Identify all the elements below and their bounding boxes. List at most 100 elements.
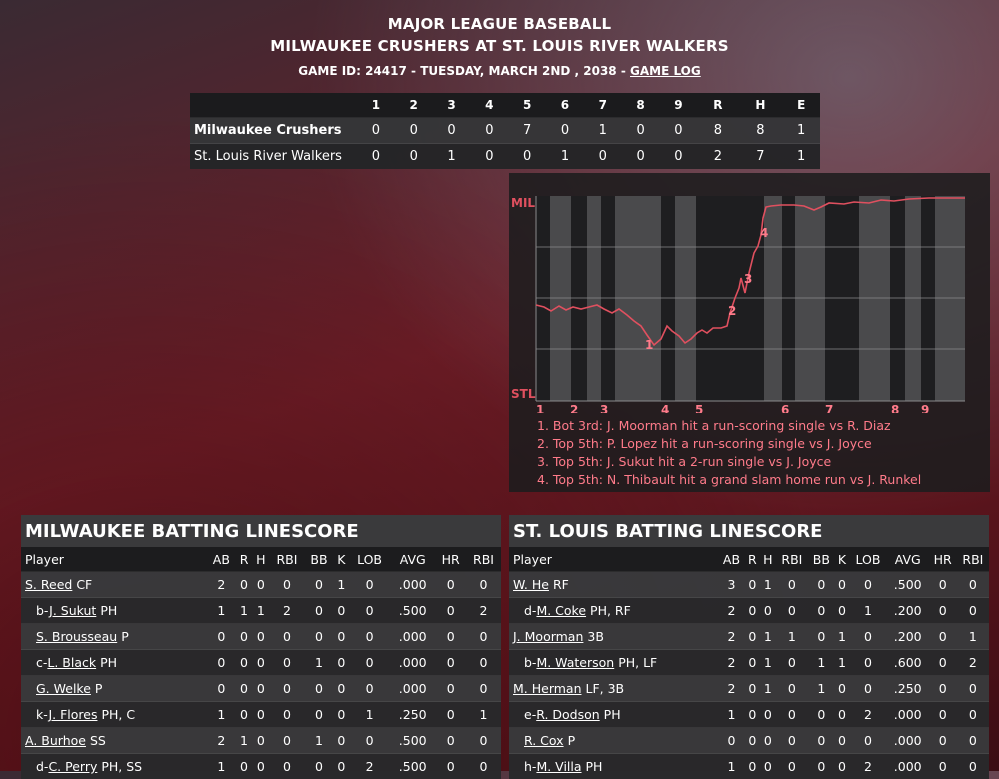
player-name-link[interactable]: M. Herman [513, 681, 582, 696]
inning-label: 7 [825, 403, 833, 413]
stat-cell: 1 [808, 676, 835, 702]
column-header: AB [718, 547, 745, 572]
lineup-prefix: c- [36, 655, 47, 670]
stat-cell: 0 [236, 650, 252, 676]
stat-cell: 0 [270, 650, 305, 676]
stat-cell: 0 [957, 702, 989, 728]
stat-cell: 0 [760, 702, 776, 728]
stat-cell: 0 [270, 572, 305, 598]
stat-cell: 0 [835, 598, 849, 624]
player-name-link[interactable]: W. He [513, 577, 549, 592]
player-cell: d-C. Perry PH, SS [21, 754, 207, 779]
stat-cell: 0 [929, 702, 957, 728]
stat-cell: 0 [835, 754, 849, 779]
linescore-cell: 1 [433, 144, 471, 170]
stat-cell: 0 [745, 676, 760, 702]
stat-cell: 1 [207, 754, 236, 779]
stat-cell: 0 [776, 754, 808, 779]
player-name-link[interactable]: M. Villa [536, 759, 581, 774]
stat-cell: 1 [718, 754, 745, 779]
column-header: K [334, 547, 350, 572]
player-name-link[interactable]: J. Sukut [49, 603, 96, 618]
player-cell: J. Moorman 3B [509, 624, 718, 650]
inning-header: 3 [433, 93, 471, 118]
stat-cell: 1 [835, 650, 849, 676]
stat-cell: 0 [760, 598, 776, 624]
stat-cell: 0 [252, 624, 269, 650]
player-name-link[interactable]: G. Welke [36, 681, 91, 696]
stat-cell: .000 [887, 702, 929, 728]
linescore-cell: 0 [546, 118, 584, 144]
stl-label: STL [511, 387, 536, 401]
stat-cell: 1 [957, 624, 989, 650]
player-cell: A. Burhoe SS [21, 728, 207, 754]
stat-cell: 0 [745, 572, 760, 598]
player-position: P [95, 681, 103, 696]
stat-cell: 1 [835, 624, 849, 650]
inning-label: 1 [536, 403, 544, 413]
player-name-link[interactable]: S. Reed [25, 577, 72, 592]
stat-cell: 3 [718, 572, 745, 598]
player-name-link[interactable]: R. Dodson [536, 707, 599, 722]
stat-cell: .600 [887, 650, 929, 676]
stat-cell: 0 [334, 702, 350, 728]
stat-cell: 1 [207, 598, 236, 624]
inning-header: 7 [584, 93, 622, 118]
player-name-link[interactable]: M. Coke [536, 603, 586, 618]
stat-cell: 0 [835, 728, 849, 754]
player-name-link[interactable]: M. Waterson [536, 655, 614, 670]
player-cell: R. Cox P [509, 728, 718, 754]
stat-cell: 1 [334, 572, 350, 598]
stat-cell: 0 [835, 676, 849, 702]
inning-header: 6 [546, 93, 584, 118]
linescore-cell: 0 [395, 118, 433, 144]
stat-cell: 0 [929, 624, 957, 650]
key-events-list: 1. Bot 3rd: J. Moorman hit a run-scoring… [537, 417, 921, 489]
player-name-link[interactable]: S. Brousseau [36, 629, 117, 644]
player-name-link[interactable]: C. Perry [48, 759, 97, 774]
inning-label: 4 [661, 403, 669, 413]
game-log-link[interactable]: GAME LOG [630, 64, 701, 78]
stat-cell: 1 [849, 598, 887, 624]
linescore-cell: 0 [357, 118, 395, 144]
player-name-link[interactable]: L. Black [47, 655, 96, 670]
stat-cell: 0 [349, 624, 390, 650]
column-header: RBI [776, 547, 808, 572]
linescore-cell: 0 [660, 118, 698, 144]
stat-cell: 2 [466, 598, 501, 624]
player-cell: c-L. Black PH [21, 650, 207, 676]
stat-cell: 0 [835, 702, 849, 728]
player-name-link[interactable]: R. Cox [524, 733, 564, 748]
player-position: PH [100, 655, 117, 670]
game-info: GAME ID: 24417 - TUESDAY, MARCH 2ND , 20… [0, 64, 999, 78]
matchup-title: MILWAUKEE CRUSHERS AT ST. LOUIS RIVER WA… [0, 37, 999, 55]
column-header: HR [929, 547, 957, 572]
stat-cell: 0 [745, 598, 760, 624]
stat-cell: 0 [776, 650, 808, 676]
linescore-cell: 0 [470, 144, 508, 170]
stat-cell: 0 [252, 728, 269, 754]
player-name-link[interactable]: A. Burhoe [25, 733, 86, 748]
player-name-link[interactable]: J. Flores [48, 707, 97, 722]
inning-header: 8 [622, 93, 660, 118]
stat-cell: 2 [718, 676, 745, 702]
stat-cell: 0 [252, 676, 269, 702]
stat-cell: .000 [887, 754, 929, 779]
stat-cell: 1 [304, 650, 333, 676]
linescore-cell: 0 [622, 118, 660, 144]
stat-cell: 0 [957, 754, 989, 779]
stat-cell: 0 [929, 754, 957, 779]
player-name-link[interactable]: J. Moorman [513, 629, 583, 644]
column-header: BB [304, 547, 333, 572]
